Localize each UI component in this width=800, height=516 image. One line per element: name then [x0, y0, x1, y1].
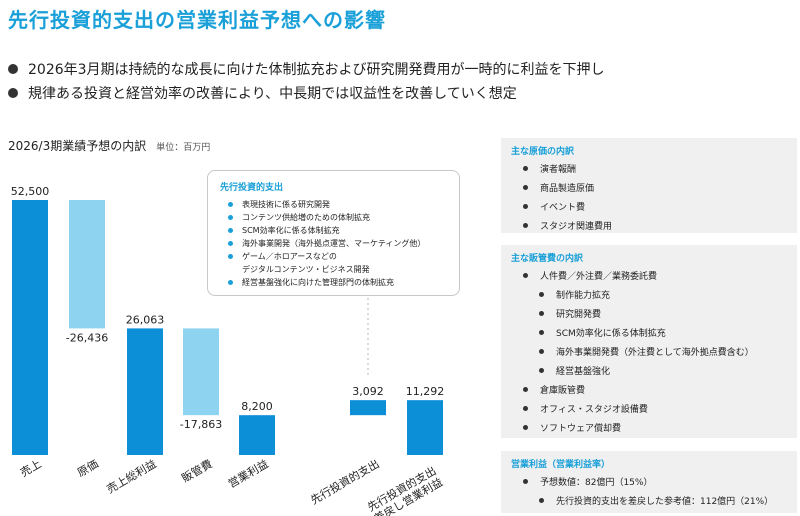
callout-item: コンテンツ供給増のための体制拡充	[220, 211, 447, 224]
bullet-icon	[523, 166, 528, 171]
bullet-icon	[523, 387, 528, 392]
bullet-icon	[523, 406, 528, 411]
panel-list-item: 人件費／外注費／業務委託費	[511, 268, 787, 287]
bullet-icon	[523, 185, 528, 190]
callout-item: 海外事業開発（海外拠点運営、マーケティング他）	[220, 237, 447, 250]
bullet-icon	[8, 64, 18, 74]
panel-list-item: イベント費	[511, 199, 787, 218]
callout-item: 表現技術に係る研究開発	[220, 198, 447, 211]
summary-bullet: 2026年3月期は持続的な成長に向けた体制拡充および研究開発費用が一時的に利益を…	[8, 58, 605, 82]
callout-title: 先行投資的支出	[220, 183, 284, 193]
category-label-0: 売上	[18, 457, 44, 479]
callout-item: SCM効率化に係る体制拡充	[220, 224, 447, 237]
bar-5	[350, 400, 386, 416]
panel-list-item: SCM効率化に係る体制拡充	[511, 325, 787, 344]
value-label-4: 8,200	[241, 400, 273, 413]
category-label-1: 原価	[75, 457, 101, 479]
bullet-icon	[8, 88, 18, 98]
bullet-icon	[228, 215, 233, 220]
op-profit-panel: 営業利益（営業利益率） 予想数値：82億円（15%） 先行投資的支出を差戻した参考…	[501, 451, 797, 513]
panel-list-item: 先行投資的支出を差戻した参考値：112億円（21%）	[511, 493, 787, 512]
bar-4	[239, 415, 275, 455]
bullet-icon	[228, 280, 233, 285]
bullet-icon	[523, 204, 528, 209]
value-label-1: -26,436	[66, 331, 108, 344]
bullet-icon	[228, 228, 233, 233]
chart-unit: 単位：百万円	[156, 143, 211, 153]
panel-list-item: 予想数値：82億円（15%）	[511, 474, 787, 493]
cost-breakdown-list: 演者報酬 商品製造原価 イベント費 スタジオ関連費用	[511, 161, 787, 237]
bullet-icon	[228, 254, 233, 259]
bullet-icon	[228, 202, 233, 207]
sga-breakdown-panel: 主な販管費の内訳 人件費／外注費／業務委託費 制作能力拡充 研究開発費 SCM効率化に…	[501, 245, 797, 438]
bullet-icon	[539, 368, 544, 373]
waterfall-chart: 52,500 売上 -26,436 原価 26,063 売上総利益 -17,863 販管費 8,…	[11, 185, 445, 516]
callout-list: 表現技術に係る研究開発 コンテンツ供給増のための体制拡充 SCM効率化に係る体制拡充…	[220, 198, 447, 289]
category-label-3: 販管費	[179, 456, 215, 485]
panel-list-item: スタジオ関連費用	[511, 218, 787, 237]
op-profit-header: 営業利益（営業利益率）	[511, 460, 611, 470]
category-label-4: 営業利益	[226, 456, 271, 490]
value-label-5: 3,092	[352, 385, 384, 398]
callout-item: ゲーム／ホロアースなどの デジタルコンテンツ・ビジネス開発	[220, 250, 447, 276]
panel-list-item: 制作能力拡充	[511, 287, 787, 306]
investment-callout: 先行投資的支出 表現技術に係る研究開発 コンテンツ供給増のための体制拡充 SCM効率…	[207, 170, 460, 296]
panel-list-item: 演者報酬	[511, 161, 787, 180]
sga-breakdown-header: 主な販管費の内訳	[511, 254, 584, 264]
bar-1	[69, 200, 105, 329]
chart-title: 2026/3期業績予想の内訳 単位：百万円	[8, 139, 211, 153]
cost-breakdown-panel: 主な原価の内訳 演者報酬 商品製造原価 イベント費 スタジオ関連費用	[501, 138, 797, 233]
bullet-icon	[539, 330, 544, 335]
value-label-6: 11,292	[406, 385, 445, 398]
bar-0	[12, 200, 48, 455]
panel-list-item: 研究開発費	[511, 306, 787, 325]
bar-6	[407, 400, 443, 455]
value-label-2: 26,063	[126, 313, 165, 326]
bullet-icon	[539, 349, 544, 354]
panel-list-item: オフィス・スタジオ設備費	[511, 401, 787, 420]
summary-bullets: 2026年3月期は持続的な成長に向けた体制拡充および研究開発費用が一時的に利益を…	[8, 58, 605, 106]
value-label-3: -17,863	[180, 418, 222, 431]
bullet-icon	[523, 223, 528, 228]
sga-breakdown-list: 人件費／外注費／業務委託費 制作能力拡充 研究開発費 SCM効率化に係る体制拡充 海外事…	[511, 268, 787, 439]
panel-list-item: 経営基盤強化	[511, 363, 787, 382]
panel-list-item: 商品製造原価	[511, 180, 787, 199]
value-label-0: 52,500	[11, 185, 50, 198]
bullet-icon	[539, 292, 544, 297]
bullet-icon	[523, 479, 528, 484]
bullet-icon	[523, 425, 528, 430]
bullet-icon	[539, 311, 544, 316]
bullet-icon	[539, 498, 544, 503]
summary-bullet: 規律ある投資と経営効率の改善により、中長期では収益性を改善していく想定	[8, 82, 605, 106]
bar-2	[127, 328, 163, 455]
bullet-icon	[523, 273, 528, 278]
bar-3	[183, 328, 219, 416]
panel-list-item: 倉庫販管費	[511, 382, 787, 401]
callout-item: 経営基盤強化に向けた管理部門の体制拡充	[220, 276, 447, 289]
panel-list-item: ソフトウェア償却費	[511, 420, 787, 439]
panel-list-item: 海外事業開発費（外注費として海外拠点費含む）	[511, 344, 787, 363]
page-title: 先行投資的支出の営業利益予想への影響	[8, 8, 386, 32]
bullet-icon	[228, 241, 233, 246]
cost-breakdown-header: 主な原価の内訳	[511, 147, 575, 157]
op-profit-list: 予想数値：82億円（15%） 先行投資的支出を差戻した参考値：112億円（21%）	[511, 474, 787, 512]
category-label-2: 売上総利益	[104, 456, 159, 496]
